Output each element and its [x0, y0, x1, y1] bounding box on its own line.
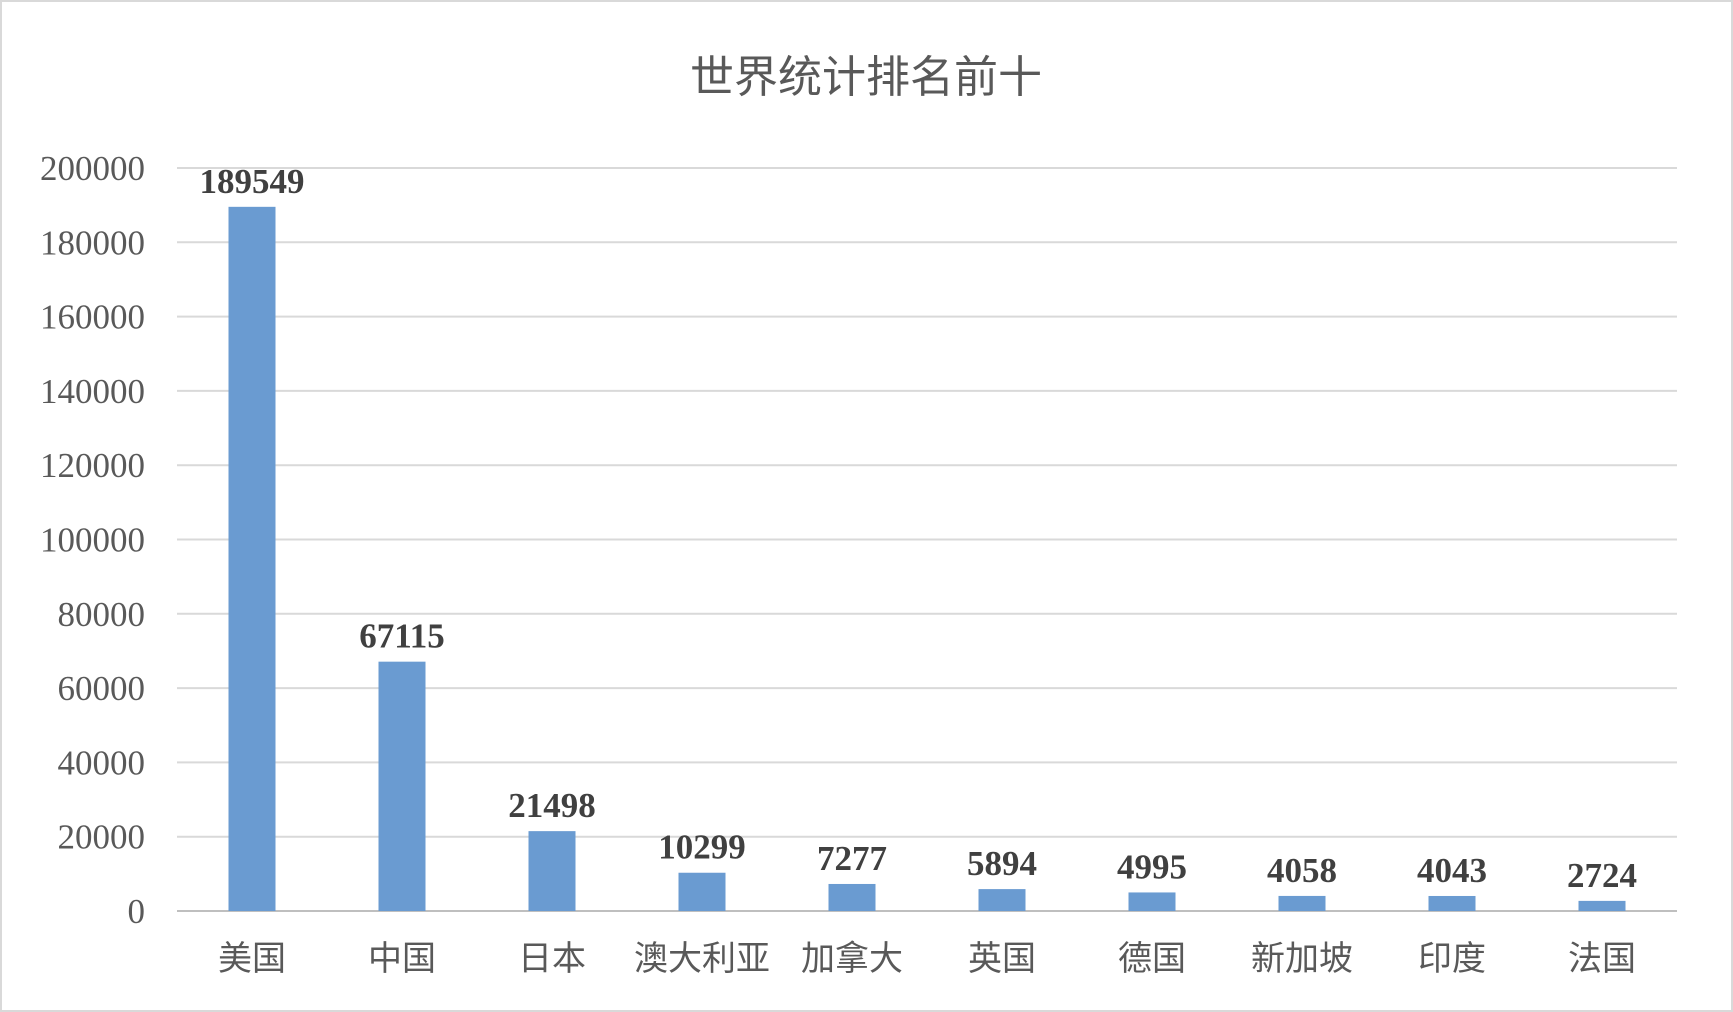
y-tick-label: 20000: [58, 818, 146, 857]
bar: [1278, 895, 1326, 911]
data-label: 4058: [1267, 851, 1337, 890]
data-label: 5894: [967, 844, 1037, 883]
y-tick-label: 60000: [58, 669, 146, 708]
bar: [978, 889, 1026, 911]
y-tick-label: 40000: [58, 743, 146, 782]
x-tick-label: 英国: [968, 939, 1036, 979]
data-label: 2724: [1567, 856, 1637, 895]
y-tick-label: 140000: [40, 372, 145, 411]
y-tick-label: 80000: [58, 595, 146, 634]
bar: [228, 206, 276, 912]
bar: [1128, 892, 1176, 911]
data-label: 10299: [658, 828, 746, 867]
bar: [378, 661, 426, 911]
x-tick-label: 日本: [518, 939, 586, 979]
y-tick-label: 0: [128, 892, 146, 931]
bar: [828, 883, 876, 911]
x-tick-label: 德国: [1118, 939, 1186, 979]
bar: [1428, 895, 1476, 911]
data-label: 67115: [359, 617, 445, 656]
bar: [1578, 900, 1626, 911]
bars: [228, 206, 1626, 912]
x-tick-label: 美国: [218, 939, 286, 979]
grid-lines: [177, 167, 1677, 912]
y-axis-ticks: 0 20000 40000 60000 80000 100000 120000 140000 1…: [40, 149, 145, 931]
data-label: 4995: [1117, 847, 1187, 886]
data-label: 4043: [1417, 851, 1487, 890]
x-axis-ticks: 美国 中国 日本 澳大利亚 加拿大 英国 德国 新加坡 印度 法国: [218, 939, 1636, 979]
x-tick-label: 印度: [1418, 939, 1486, 979]
y-tick-label: 160000: [40, 298, 145, 337]
chart-title: 世界统计排名前十: [690, 52, 1042, 103]
y-tick-label: 200000: [40, 149, 145, 188]
x-tick-label: 加拿大: [801, 939, 903, 979]
bar: [678, 872, 726, 911]
bar: [528, 831, 576, 911]
data-label: 7277: [817, 839, 887, 878]
data-labels: 189549 67115 21498 10299 7277 5894 4995 4058 404…: [200, 162, 1638, 895]
x-tick-label: 法国: [1568, 939, 1636, 979]
y-tick-label: 180000: [40, 223, 145, 262]
x-tick-label: 新加坡: [1251, 939, 1353, 979]
x-tick-label: 澳大利亚: [634, 939, 770, 979]
x-tick-label: 中国: [368, 939, 436, 979]
y-tick-label: 120000: [40, 446, 145, 485]
data-label: 21498: [508, 786, 596, 825]
y-tick-label: 100000: [40, 521, 145, 560]
data-label: 189549: [200, 162, 305, 201]
